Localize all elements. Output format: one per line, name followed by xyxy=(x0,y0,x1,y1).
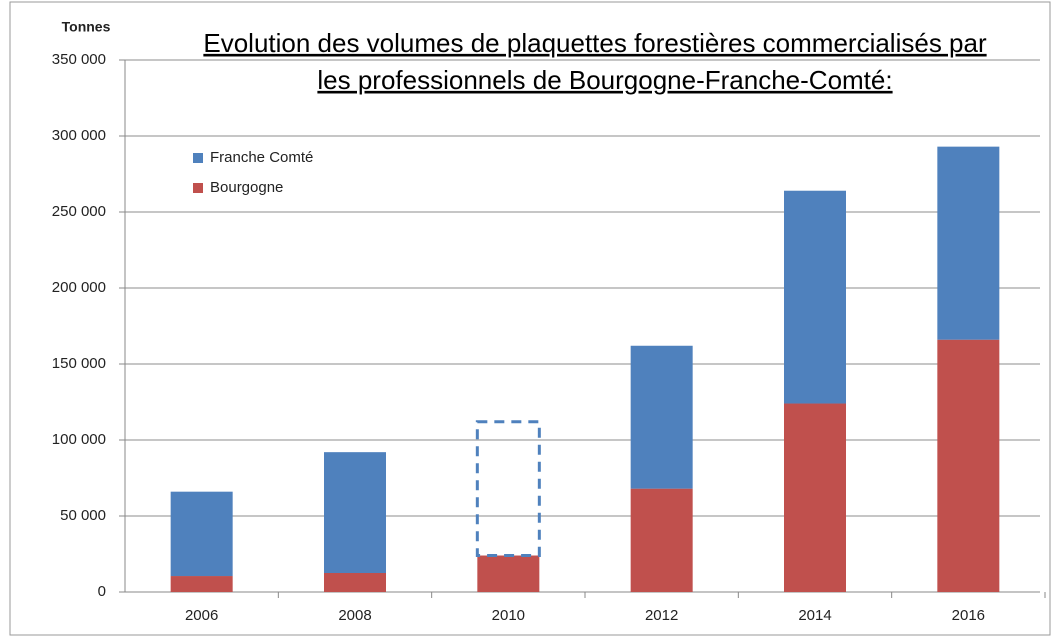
y-tick-label: 200 000 xyxy=(52,279,106,296)
y-tick-label: 300 000 xyxy=(52,127,106,144)
x-tick-label: 2016 xyxy=(952,607,985,624)
frame xyxy=(9,1,1051,636)
bar-segment xyxy=(170,576,233,592)
y-tick-label: 100 000 xyxy=(52,431,106,448)
bar-segment xyxy=(784,190,846,404)
bar-segment xyxy=(170,491,233,577)
bar-segment xyxy=(937,146,1000,340)
chart-title: les professionnels de Bourgogne-Franche-… xyxy=(317,65,892,95)
legend-label: Bourgogne xyxy=(210,179,283,196)
y-tick-label: 250 000 xyxy=(52,203,106,220)
x-tick-label: 2014 xyxy=(798,607,831,624)
bar-segment xyxy=(477,555,540,592)
x-tick-label: 2012 xyxy=(645,607,678,624)
bar-segment xyxy=(937,339,1000,592)
x-tick-label: 2008 xyxy=(338,607,371,624)
bar-segment xyxy=(630,345,693,489)
bar-segment xyxy=(630,488,693,592)
bar-segment xyxy=(324,573,386,592)
bar-segment xyxy=(324,452,386,573)
x-tick-label: 2010 xyxy=(492,607,525,624)
bar-segment xyxy=(475,420,541,558)
x-tick-label: 2006 xyxy=(185,607,218,624)
y-tick-label: 0 xyxy=(98,583,106,600)
bar-segment xyxy=(784,403,846,592)
y-tick-label: 350 000 xyxy=(52,51,106,68)
legend-swatch xyxy=(193,153,203,163)
y-tick-label: 150 000 xyxy=(52,355,106,372)
legend-label: Franche Comté xyxy=(210,149,313,166)
legend-swatch xyxy=(193,183,203,193)
chart-title: Evolution des volumes de plaquettes fore… xyxy=(203,28,987,58)
y-tick-label: 50 000 xyxy=(60,507,106,524)
y-axis-label: Tonnes xyxy=(62,19,111,35)
